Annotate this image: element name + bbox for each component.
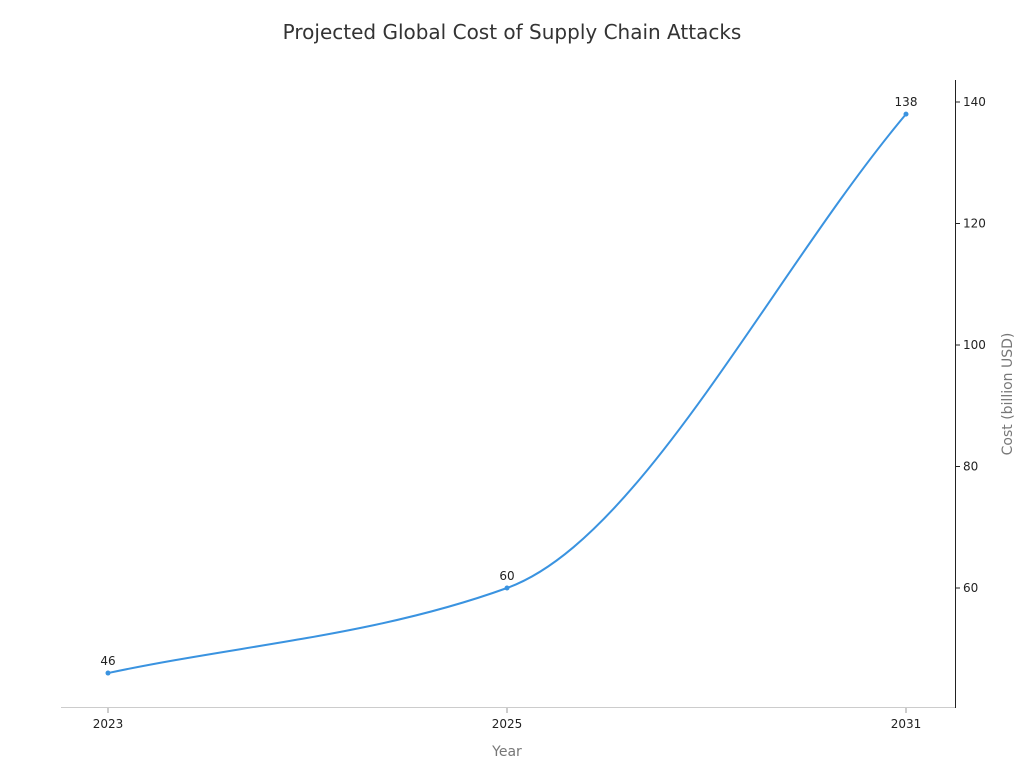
y-tick-label: 100	[963, 338, 986, 352]
y-tick-label: 120	[963, 217, 986, 231]
series-line	[107, 113, 907, 675]
x-tick-label: 2023	[93, 717, 124, 731]
data-point	[903, 111, 909, 117]
data-point	[504, 585, 510, 591]
x-axis-ticks: 2023 2025 2031	[93, 708, 922, 731]
y-axis-ticks: 60 80 100 120 140	[955, 95, 986, 595]
y-tick-label: 60	[963, 581, 978, 595]
data-points: 46 60 138	[100, 95, 918, 676]
x-axis-title: Year	[491, 744, 522, 760]
y-axis-title: Cost (billion USD)	[1000, 333, 1016, 456]
data-label: 138	[895, 95, 918, 109]
x-tick-label: 2031	[891, 717, 922, 731]
y-tick-label: 80	[963, 460, 978, 474]
x-tick-label: 2025	[492, 717, 523, 731]
data-label: 46	[100, 654, 115, 668]
data-point	[105, 670, 111, 676]
y-tick-label: 140	[963, 95, 986, 109]
chart-title: Projected Global Cost of Supply Chain At…	[282, 20, 742, 44]
data-label: 60	[499, 569, 514, 583]
